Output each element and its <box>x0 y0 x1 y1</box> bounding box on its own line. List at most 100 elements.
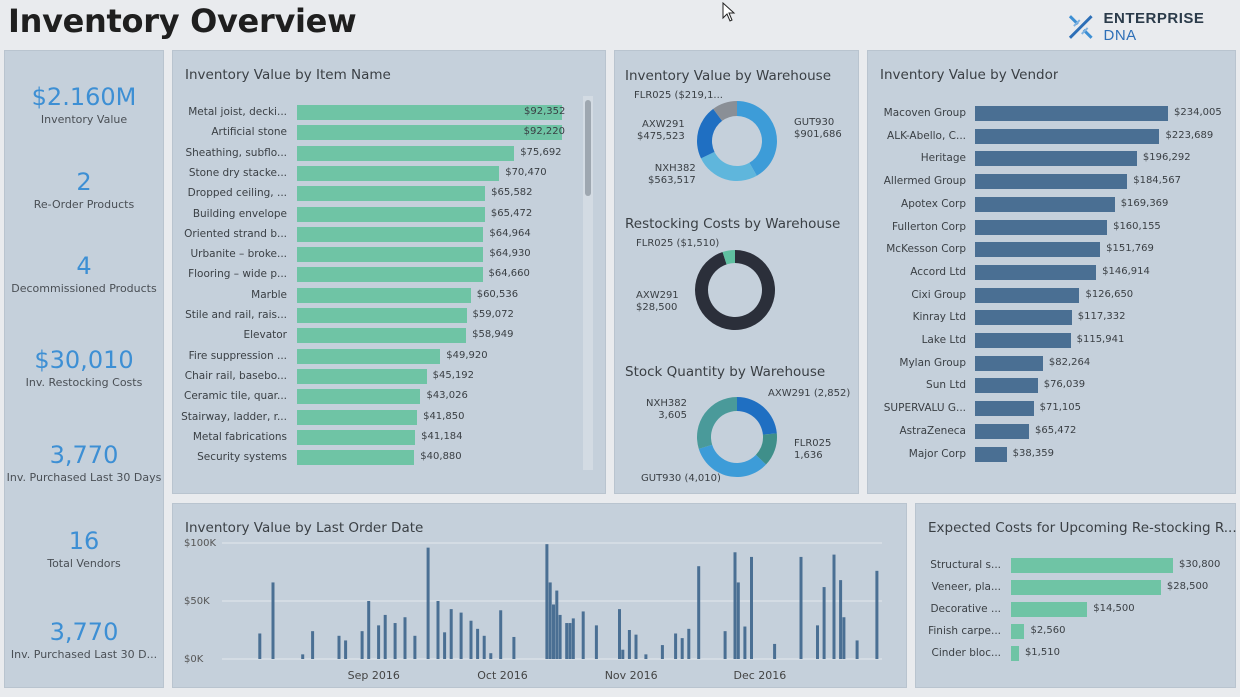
date-bar[interactable] <box>383 614 387 659</box>
date-bar[interactable] <box>832 554 836 659</box>
item-chart-scrollbar[interactable] <box>583 96 593 470</box>
date-bar[interactable] <box>337 635 341 659</box>
date-bar[interactable] <box>482 635 486 659</box>
bar[interactable] <box>1011 580 1161 595</box>
bar[interactable] <box>297 165 500 181</box>
date-bar[interactable] <box>271 582 275 659</box>
bar[interactable] <box>297 409 418 425</box>
bar[interactable] <box>297 287 471 303</box>
warehouse-value-donut[interactable] <box>692 96 782 186</box>
date-bar[interactable] <box>476 628 480 659</box>
date-bar[interactable] <box>545 544 549 659</box>
bar[interactable] <box>975 174 1128 190</box>
bar[interactable] <box>297 125 562 141</box>
bar[interactable] <box>297 267 483 283</box>
kpi-purchased-last-30-days-2[interactable]: 3,770 Inv. Purchased Last 30 D... <box>5 618 163 661</box>
date-bar[interactable] <box>469 620 473 659</box>
date-bar[interactable] <box>660 645 664 659</box>
restocking-donut[interactable] <box>690 245 780 335</box>
bar[interactable] <box>297 308 467 323</box>
bar[interactable] <box>975 151 1137 167</box>
bar[interactable] <box>975 219 1108 235</box>
date-bar[interactable] <box>443 632 447 659</box>
date-bar[interactable] <box>512 636 516 659</box>
bar[interactable] <box>975 333 1071 348</box>
scrollbar-thumb[interactable] <box>585 100 591 196</box>
date-bar[interactable] <box>548 582 552 659</box>
date-bar[interactable] <box>674 633 678 659</box>
bar[interactable] <box>1011 558 1173 573</box>
date-bar[interactable] <box>258 633 262 659</box>
kpi-total-vendors[interactable]: 16 Total Vendors <box>5 527 163 570</box>
donut-slice-axw291[interactable] <box>737 397 777 435</box>
date-bar[interactable] <box>413 635 417 659</box>
donut-slice-gut930[interactable] <box>737 101 777 176</box>
date-bar[interactable] <box>618 609 621 659</box>
donut-slice-gut930[interactable] <box>698 444 767 477</box>
bar[interactable] <box>297 368 427 384</box>
date-bar[interactable] <box>367 601 371 659</box>
bar[interactable] <box>297 389 421 405</box>
donut-slice-flr025[interactable] <box>722 250 735 265</box>
order-date-panel[interactable]: Inventory Value by Last Order Date <box>172 503 907 688</box>
bar[interactable] <box>297 206 485 222</box>
date-bar[interactable] <box>799 556 803 659</box>
kpi-decommissioned-products[interactable]: 4 Decommissioned Products <box>5 252 163 295</box>
date-bar[interactable] <box>621 649 625 659</box>
bar[interactable] <box>975 242 1101 258</box>
date-bar[interactable] <box>723 631 727 659</box>
date-bar[interactable] <box>426 547 430 659</box>
kpi-reorder-products[interactable]: 2 Re-Order Products <box>5 168 163 211</box>
bar[interactable] <box>297 429 416 445</box>
date-bar[interactable] <box>773 643 777 659</box>
restock-costs-panel[interactable]: Expected Costs for Upcoming Re-stocking … <box>915 503 1237 688</box>
date-bar[interactable] <box>816 625 819 659</box>
date-bar[interactable] <box>555 590 559 659</box>
date-bar[interactable] <box>344 640 348 659</box>
date-bar[interactable] <box>301 654 305 659</box>
date-bar[interactable] <box>403 617 407 659</box>
stock-quantity-donut[interactable] <box>692 392 782 482</box>
bar[interactable] <box>297 105 562 120</box>
date-bar[interactable] <box>449 609 453 659</box>
date-bar[interactable] <box>687 628 691 659</box>
date-bar[interactable] <box>697 566 701 659</box>
bar[interactable] <box>975 106 1168 121</box>
donut-slice-axw291[interactable] <box>697 108 723 159</box>
kpi-restocking-costs[interactable]: $30,010 Inv. Restocking Costs <box>5 346 163 389</box>
date-bar[interactable] <box>680 638 684 659</box>
date-bar[interactable] <box>568 623 572 659</box>
date-bar[interactable] <box>634 634 638 659</box>
bar[interactable] <box>975 401 1034 417</box>
bar[interactable] <box>975 446 1007 462</box>
bar[interactable] <box>1011 624 1025 639</box>
kpi-purchased-last-30-days[interactable]: 3,770 Inv. Purchased Last 30 Days <box>5 441 163 484</box>
bar[interactable] <box>297 247 484 263</box>
date-bar[interactable] <box>750 556 753 659</box>
date-bar[interactable] <box>875 570 879 659</box>
bar[interactable] <box>297 226 484 242</box>
bar[interactable] <box>297 186 486 202</box>
date-bar[interactable] <box>644 654 648 659</box>
bar[interactable] <box>297 328 467 344</box>
date-bar[interactable] <box>558 614 562 659</box>
bar[interactable] <box>1011 602 1088 617</box>
date-bar[interactable] <box>571 618 575 659</box>
donut-slice-nxh382[interactable] <box>700 151 757 181</box>
date-bar[interactable] <box>436 601 440 659</box>
date-bar[interactable] <box>499 610 503 659</box>
bar[interactable] <box>297 450 415 466</box>
kpi-inventory-value[interactable]: $2.160M Inventory Value <box>5 83 163 126</box>
date-bar[interactable] <box>627 630 631 659</box>
bar[interactable] <box>975 196 1115 212</box>
bar[interactable] <box>297 348 441 364</box>
date-bar[interactable] <box>743 626 747 659</box>
date-bar[interactable] <box>489 653 493 659</box>
date-bar[interactable] <box>842 617 846 659</box>
donut-slice-axw291[interactable] <box>695 250 775 330</box>
bar[interactable] <box>297 145 515 161</box>
date-bar[interactable] <box>594 625 598 659</box>
bar[interactable] <box>975 378 1038 394</box>
date-bar[interactable] <box>733 552 737 659</box>
donut-slice-flr025[interactable] <box>755 433 777 465</box>
